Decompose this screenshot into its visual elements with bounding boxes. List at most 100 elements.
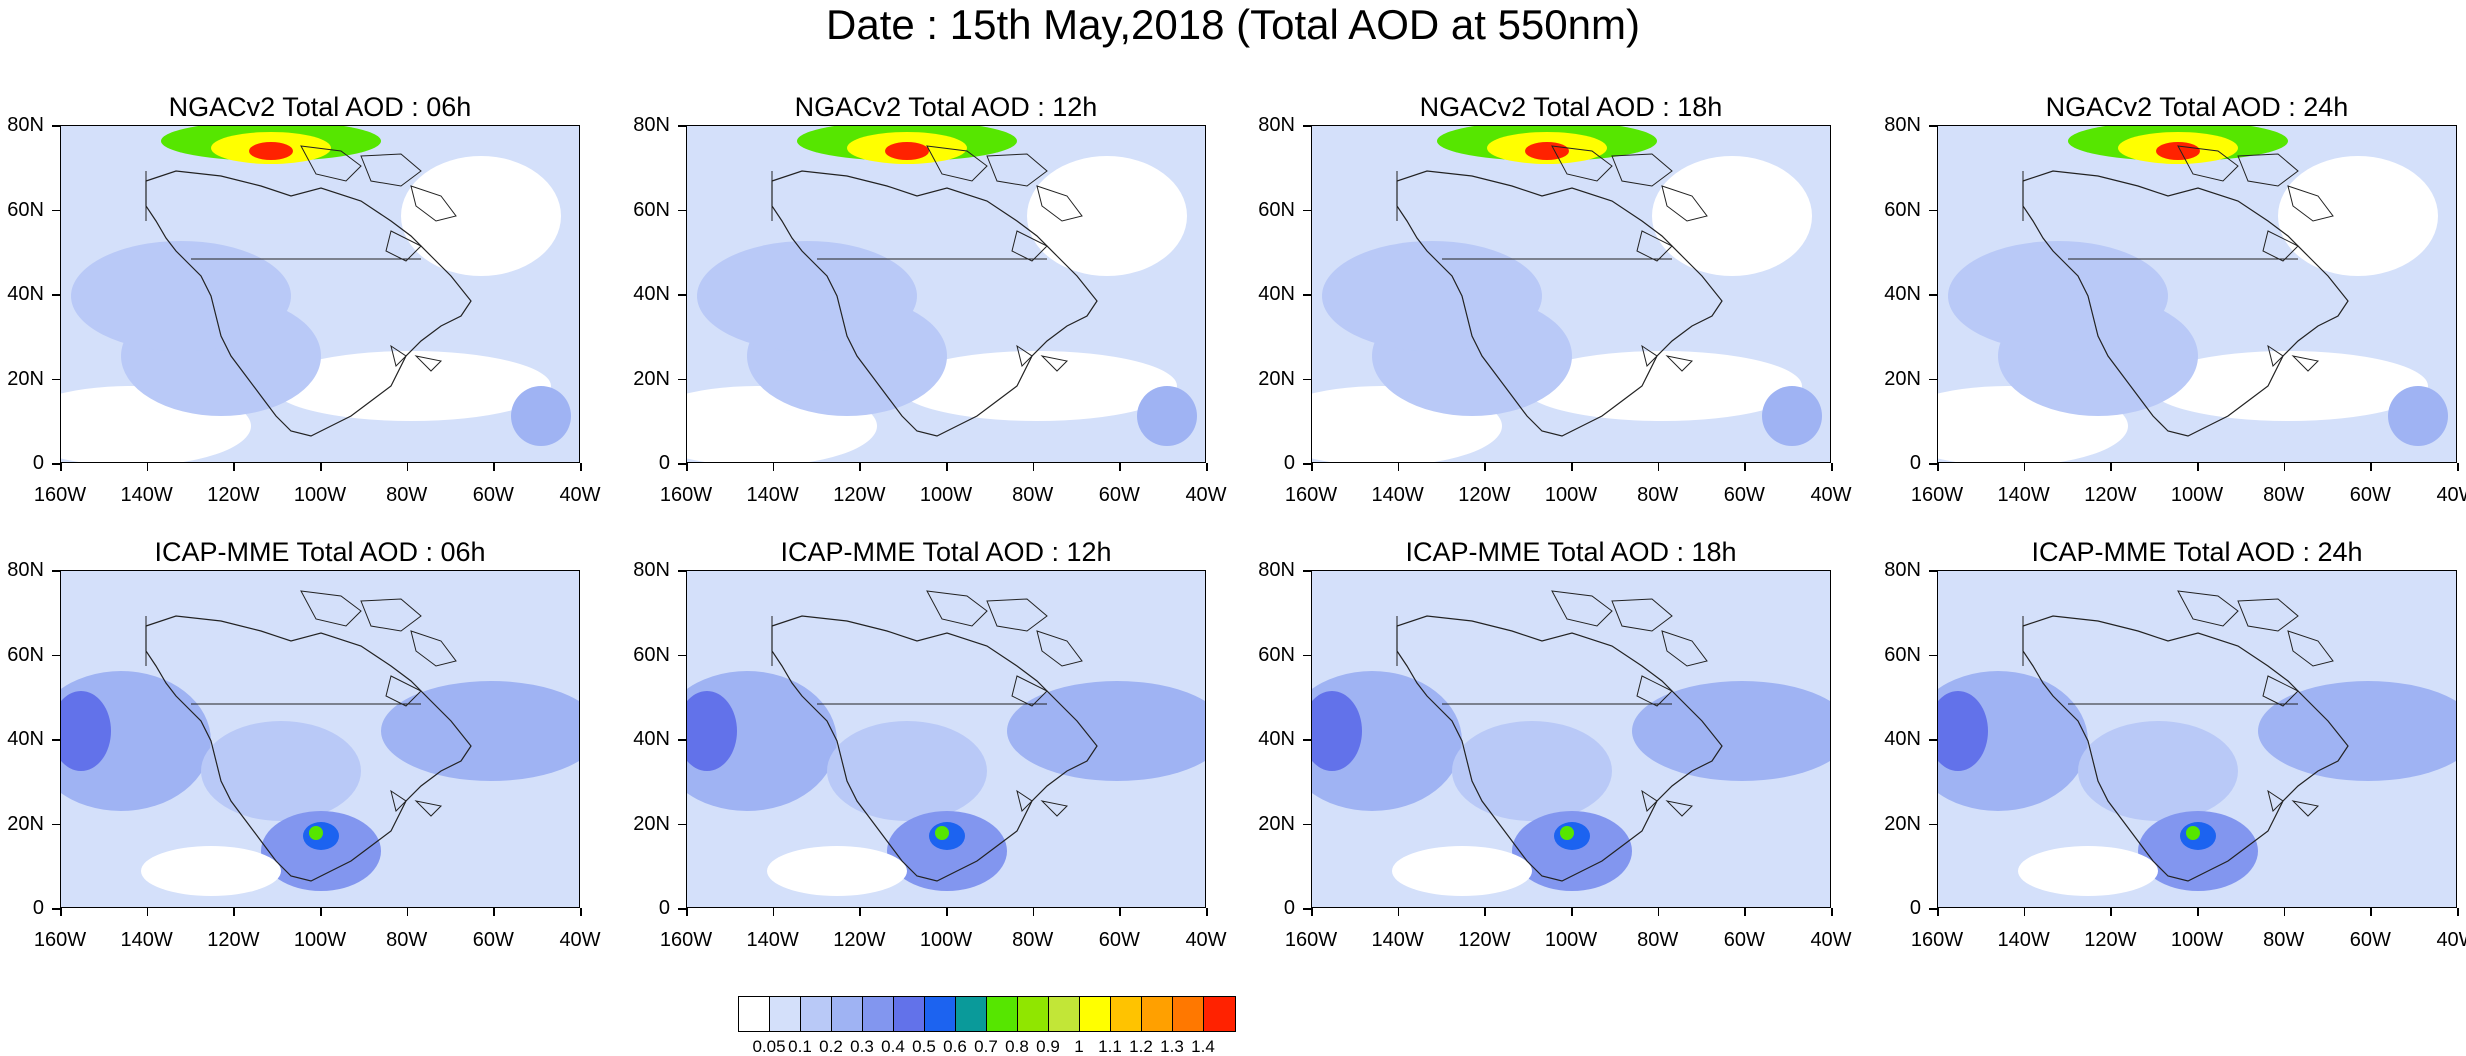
lat-tick — [678, 654, 686, 656]
lat-tick-label: 80N — [7, 559, 44, 581]
aod-field — [61, 126, 579, 462]
island-outline — [1665, 800, 1694, 817]
lon-tick-label: 80W — [1637, 929, 1679, 951]
lon-tick-label: 100W — [1544, 484, 1598, 506]
island-outline — [2262, 675, 2299, 707]
lon-tick — [1397, 463, 1400, 471]
lat-tick-label: 40N — [633, 728, 670, 750]
lon-tick-label: 140W — [1371, 484, 1424, 506]
island-outline — [2267, 789, 2284, 812]
aod-region — [1938, 691, 1988, 771]
lon-tick — [1571, 463, 1573, 471]
lon-tick-label: 60W — [1098, 484, 1140, 506]
aod-region — [61, 691, 111, 771]
island-outline — [2287, 185, 2334, 222]
lat-tick-label: 60N — [1258, 643, 1295, 666]
lat-tick-label: 60N — [1884, 198, 1921, 221]
colorbar-swatch — [863, 997, 894, 1031]
peak-aod-region — [2156, 142, 2200, 160]
lon-tick — [1119, 908, 1121, 916]
lon-tick-label: 140W — [1371, 929, 1424, 951]
panel-title: ICAP-MME Total AOD : 12h — [780, 537, 1112, 567]
colorbar-label: 1.3 — [1160, 1037, 1184, 1056]
lat-tick-label: 0 — [1909, 452, 1921, 474]
colorbar-label: 0.2 — [819, 1037, 843, 1056]
aod-map — [1311, 570, 1831, 908]
lat-tick-label: 60N — [1258, 198, 1295, 221]
peak-aod-region — [885, 142, 929, 160]
lat-tick — [1303, 294, 1311, 296]
island-outline — [1016, 789, 1033, 812]
lon-tick-label: 100W — [2170, 484, 2224, 506]
colorbar-label: 1.1 — [1098, 1037, 1122, 1056]
colorbar-label: 0.4 — [881, 1037, 905, 1056]
aod-field — [1312, 571, 1830, 907]
lon-tick — [406, 463, 409, 471]
lat-tick — [52, 463, 60, 465]
page-title: Date : 15th May,2018 (Total AOD at 550nm… — [826, 1, 1640, 48]
lat-tick — [1303, 823, 1311, 825]
lon-tick-label: 160W — [1910, 484, 1964, 506]
lon-tick — [686, 908, 688, 916]
aod-field — [687, 571, 1205, 907]
lon-tick-label: 100W — [919, 929, 973, 951]
lon-tick — [2457, 463, 2459, 471]
island-outline — [1636, 675, 1673, 707]
colorbar-label: 0.8 — [1005, 1037, 1029, 1056]
lat-tick-label: 20N — [633, 812, 670, 835]
low-aod-region — [1392, 846, 1532, 896]
colorbar-swatch — [987, 997, 1018, 1031]
colorbar-swatch — [1080, 997, 1111, 1031]
island-outline — [1611, 598, 1673, 632]
island-outline — [2287, 630, 2334, 667]
lon-tick-label: 40W — [1185, 484, 1227, 506]
lon-tick — [772, 463, 775, 471]
island-outline — [1661, 185, 1708, 222]
lon-tick — [2457, 908, 2459, 916]
aod-region — [1452, 721, 1612, 821]
aod-region — [1322, 241, 1542, 351]
lat-tick — [1303, 654, 1311, 656]
aod-region — [2258, 681, 2456, 781]
lon-tick-label: 160W — [659, 929, 713, 951]
aod-region — [887, 811, 1007, 891]
lon-tick — [1032, 908, 1035, 916]
lon-tick-label: 80W — [386, 929, 428, 951]
lon-tick-label: 100W — [293, 484, 347, 506]
colorbar-swatch — [956, 997, 987, 1031]
high-aod-region — [309, 826, 323, 840]
lon-tick — [1032, 463, 1035, 471]
map-panel: NGACv2 Total AOD : 12h 80N 60N 40N 20N 0 160W 1… — [626, 90, 1226, 570]
island-outline — [2177, 145, 2239, 182]
lat-tick — [1303, 209, 1311, 211]
lat-tick-label: 0 — [32, 452, 44, 474]
lat-tick — [52, 294, 60, 296]
lon-tick-label: 40W — [2436, 484, 2466, 506]
lon-tick-label: 60W — [2349, 929, 2391, 951]
coastline — [771, 615, 1098, 882]
map-panel: ICAP-MME Total AOD : 06h 80N 60N 40N 20N 0 160… — [0, 535, 600, 1015]
colorbar-label: 0.3 — [850, 1037, 874, 1056]
low-aod-region — [2018, 846, 2158, 896]
map-panel: ICAP-MME Total AOD : 18h 80N 60N 40N 20N 0 160… — [1251, 535, 1851, 1015]
lon-tick — [1831, 463, 1833, 471]
lon-tick-label: 140W — [1997, 484, 2050, 506]
colorbar-swatch — [832, 997, 863, 1031]
lat-tick — [1929, 908, 1937, 910]
lat-tick-label: 60N — [633, 643, 670, 666]
low-aod-region — [141, 846, 281, 896]
aod-field — [1938, 571, 2456, 907]
map-panel: ICAP-MME Total AOD : 12h 80N 60N 40N 20N 0 160… — [626, 535, 1226, 1015]
island-outline — [1040, 355, 1069, 372]
island-outline — [300, 590, 362, 627]
panel-title: ICAP-MME Total AOD : 18h — [1405, 537, 1737, 567]
lon-tick — [1657, 463, 1660, 471]
island-outline — [2262, 230, 2299, 262]
colorbar-swatch — [1142, 997, 1173, 1031]
colorbar-swatch — [894, 997, 925, 1031]
coastline — [1396, 615, 1723, 882]
lon-tick — [2197, 908, 2199, 916]
lat-tick — [1303, 739, 1311, 741]
lat-tick — [1929, 209, 1937, 211]
aod-field — [1938, 126, 2456, 462]
